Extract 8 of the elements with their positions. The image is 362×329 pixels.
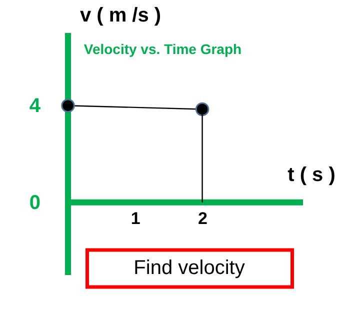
y-axis-title: v ( m /s ) — [80, 4, 162, 26]
y-tick-label: 0 — [29, 192, 40, 214]
annotation: Find velocity — [134, 257, 245, 279]
x-tick-label: 2 — [198, 208, 208, 228]
x-axis-title: t ( s ) — [288, 164, 336, 186]
x-tick-label: 1 — [130, 208, 140, 228]
y-tick-label: 4 — [29, 95, 42, 118]
text: Velocity vs. Time Graph — [84, 41, 242, 57]
